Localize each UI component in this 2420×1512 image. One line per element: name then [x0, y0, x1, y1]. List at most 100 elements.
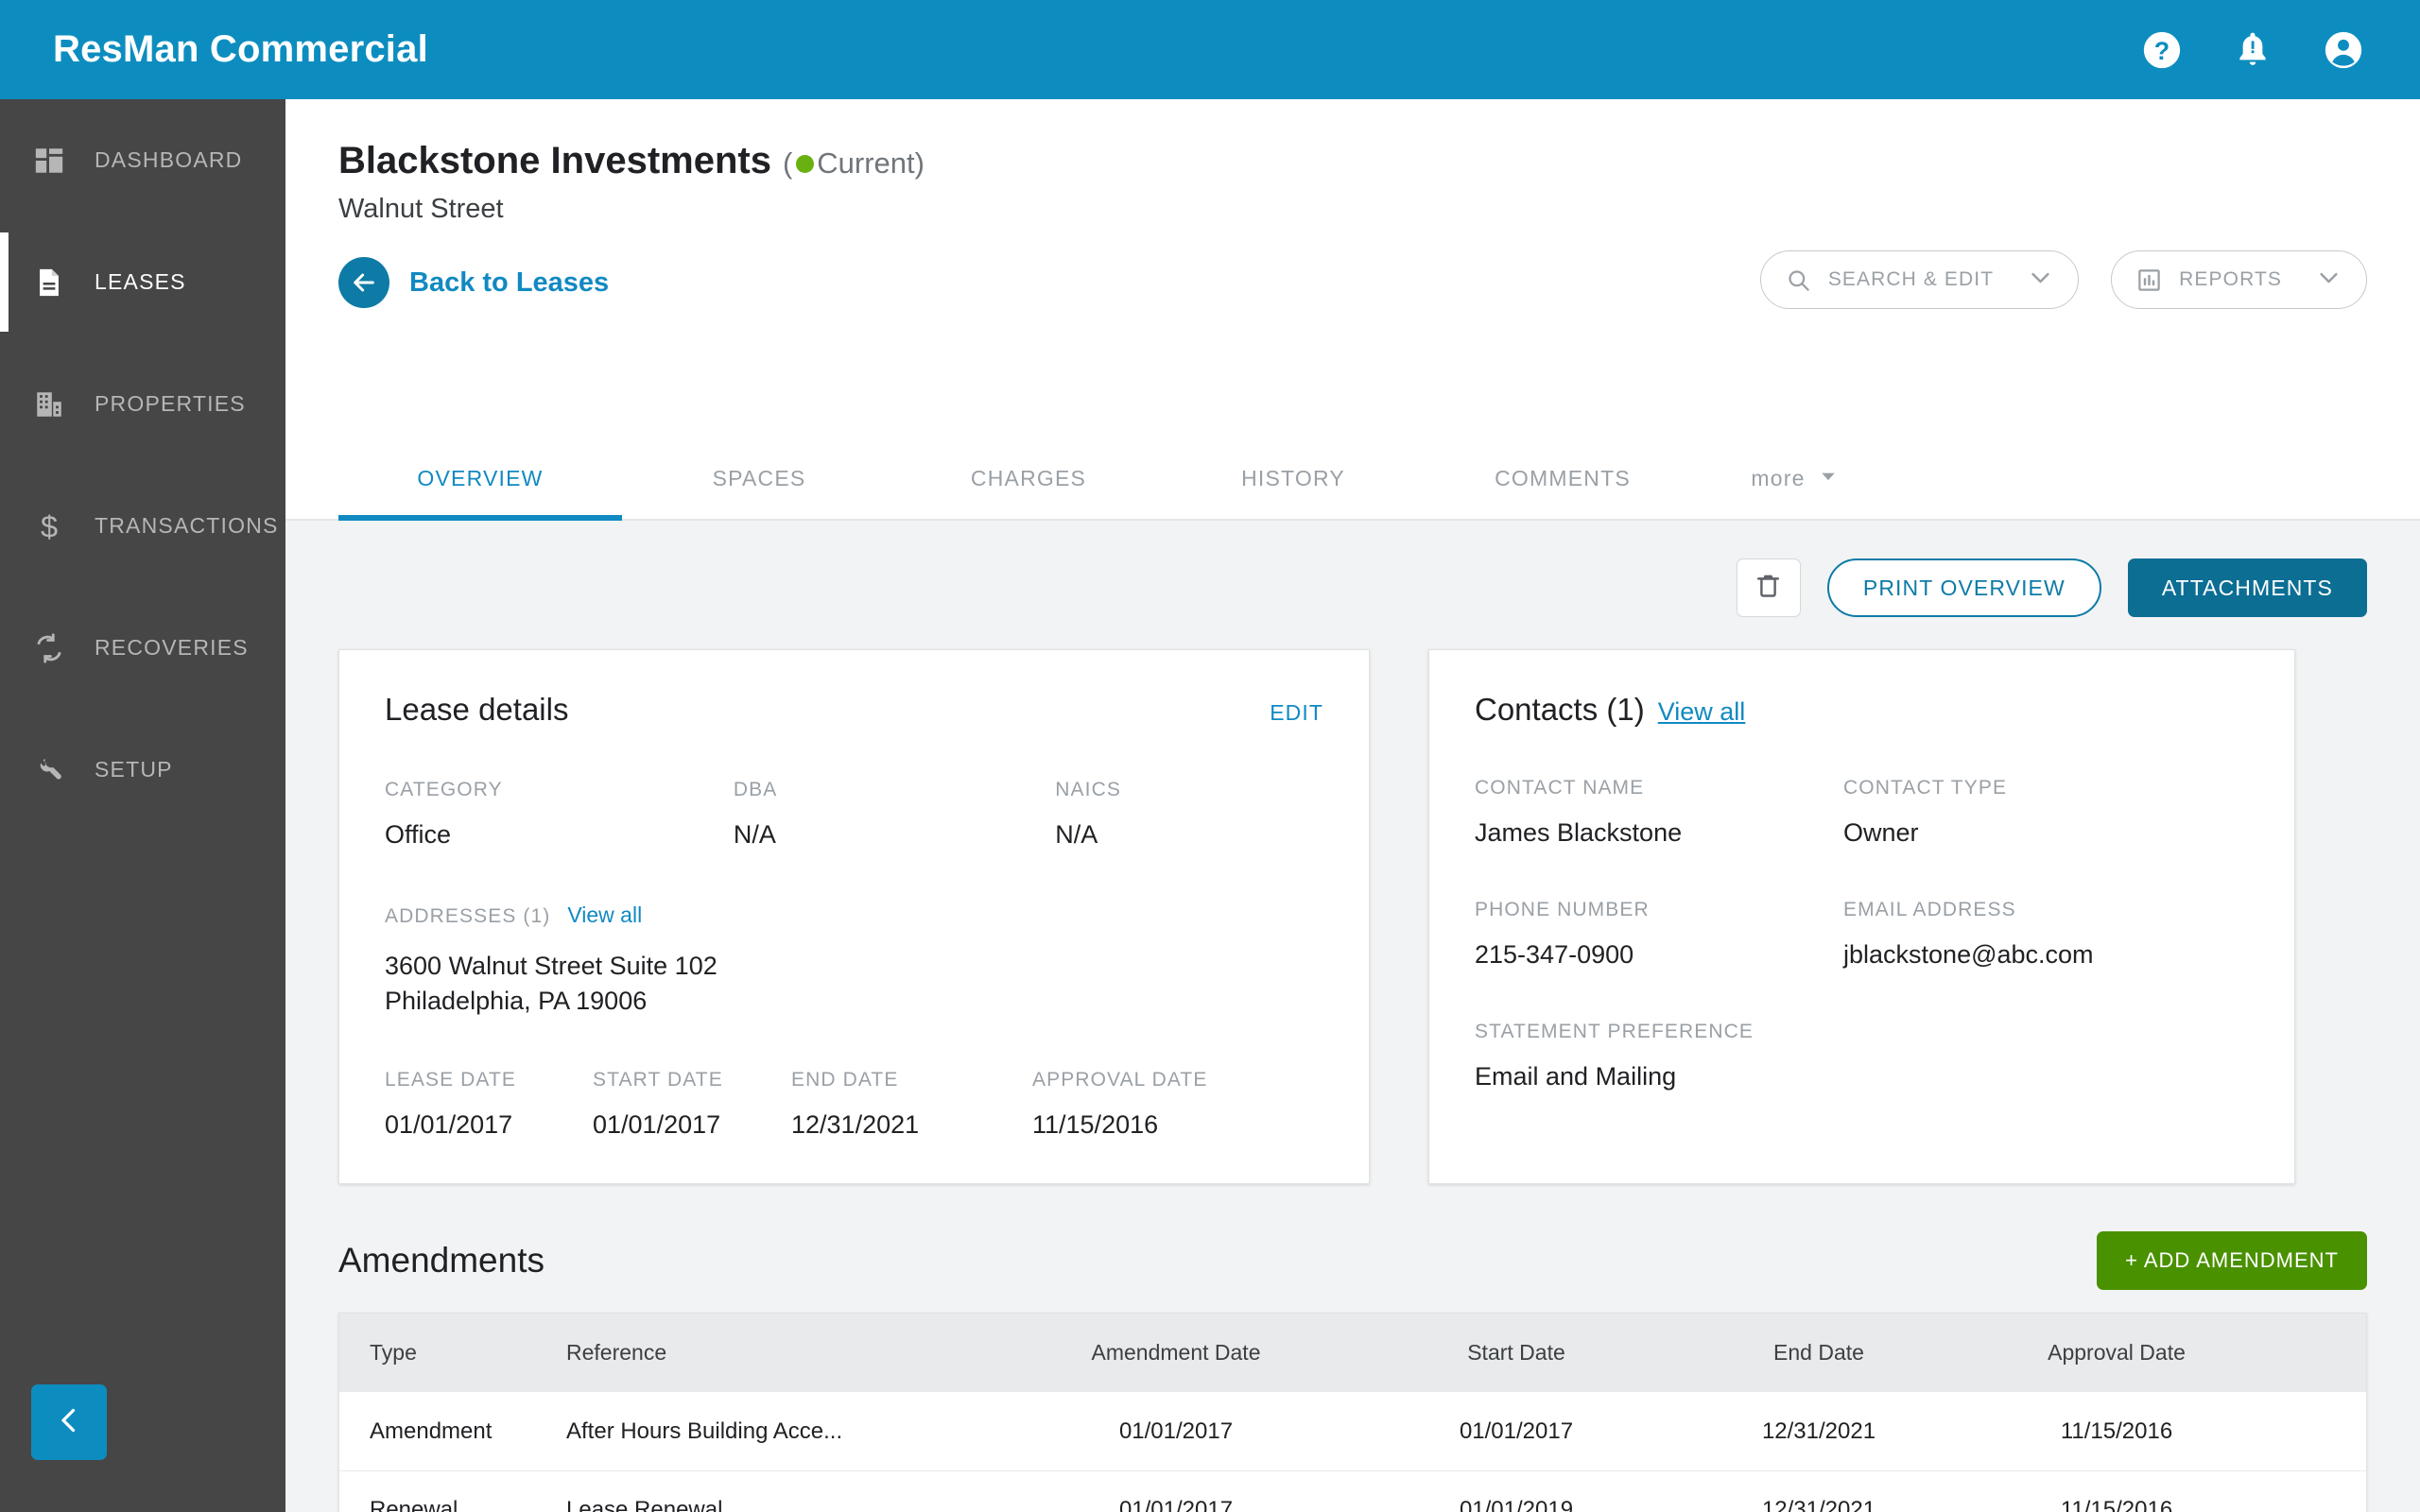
table-row[interactable]: Renewal Lease Renewal 01/01/2017 01/01/2… [339, 1470, 2366, 1512]
tab-label: SPACES [712, 465, 806, 490]
page-subtitle: Walnut Street [338, 194, 504, 224]
notifications-bell-icon[interactable] [2231, 28, 2274, 72]
lease-details-title: Lease details [385, 692, 569, 727]
header-action-group: SEARCH & EDIT REPORTS [1759, 250, 2367, 309]
edit-lease-details-link[interactable]: EDIT [1270, 700, 1323, 725]
sidebar-item-recoveries[interactable]: RECOVERIES [0, 587, 285, 709]
field-approval-date: APPROVAL DATE 11/15/2016 [1032, 1069, 1240, 1140]
cell-end-date: 12/31/2021 [1761, 1418, 1876, 1444]
sidebar-item-properties[interactable]: PROPERTIES [0, 343, 285, 465]
search-and-edit-label: SEARCH & EDIT [1827, 268, 1995, 290]
amendments-section-header: Amendments + ADD AMENDMENT [338, 1231, 2367, 1291]
document-icon [31, 265, 67, 301]
field-value: 12/31/2021 [791, 1110, 920, 1140]
reports-label: REPORTS [2179, 268, 2282, 290]
add-amendment-button[interactable]: + ADD AMENDMENT [2097, 1231, 2367, 1291]
tab-comments[interactable]: COMMENTS [1426, 438, 1700, 519]
search-icon [1786, 267, 1811, 293]
overview-toolbar: PRINT OVERVIEW ATTACHMENTS [338, 521, 2367, 617]
cell-amendment-date: 01/01/2017 [1118, 1497, 1234, 1512]
search-and-edit-dropdown[interactable]: SEARCH & EDIT [1759, 250, 2080, 309]
cell-type: Renewal [370, 1497, 458, 1512]
addresses-label: ADDRESSES (1) [385, 905, 551, 927]
field-label: STATEMENT PREFERENCE [1475, 1021, 1754, 1042]
column-header-end-date: End Date [1773, 1340, 1864, 1366]
field-dba: DBA N/A [734, 779, 1055, 850]
user-account-icon[interactable] [2322, 28, 2365, 72]
refresh-cycle-icon [31, 630, 67, 666]
lease-fields-row-2: LEASE DATE 01/01/2017 START DATE 01/01/2… [385, 1069, 1323, 1140]
tab-spaces[interactable]: SPACES [622, 438, 896, 519]
tab-history[interactable]: HISTORY [1161, 438, 1426, 519]
cell-end-date: 12/31/2021 [1761, 1497, 1876, 1512]
column-header-type: Type [370, 1340, 417, 1366]
chevron-down-icon [2316, 265, 2342, 296]
app-brand-title: ResMan Commercial [53, 28, 428, 70]
sidebar-item-setup[interactable]: SETUP [0, 709, 285, 831]
field-value: 215-347-0900 [1475, 940, 1634, 969]
field-label: NAICS [1055, 779, 1121, 800]
field-start-date: START DATE 01/01/2017 [593, 1069, 791, 1140]
delete-button[interactable] [1736, 558, 1801, 617]
reports-dropdown[interactable]: REPORTS [2111, 250, 2367, 309]
tab-bar: OVERVIEW SPACES CHARGES HISTORY COMMENTS… [285, 439, 2420, 521]
cell-amendment-date: 01/01/2017 [1118, 1418, 1234, 1444]
field-naics: NAICS N/A [1055, 779, 1323, 850]
contact-fields-row-3: STATEMENT PREFERENCE Email and Mailing [1475, 1021, 2249, 1091]
dashboard-grid-icon [31, 143, 67, 179]
building-icon [31, 387, 67, 422]
cell-approval-date: 11/15/2016 [2060, 1418, 2173, 1444]
tab-label: CHARGES [970, 465, 1087, 490]
cell-start-date: 01/01/2017 [1459, 1418, 1574, 1444]
lease-name: Blackstone Investments [338, 140, 771, 181]
field-label: DBA [733, 779, 778, 800]
tab-more[interactable]: more [1700, 438, 1889, 519]
field-email-address: EMAIL ADDRESS jblackstone@abc.com [1843, 899, 2184, 970]
print-overview-button[interactable]: PRINT OVERVIEW [1826, 558, 2101, 617]
lease-details-card: Lease details EDIT CATEGORY Office DBA N… [338, 649, 1370, 1185]
field-statement-preference: STATEMENT PREFERENCE Email and Mailing [1475, 1021, 2042, 1091]
column-header-start-date: Start Date [1467, 1340, 1565, 1366]
sidebar-item-leases[interactable]: LEASES [0, 221, 285, 343]
page-header: Blackstone Investments (Current) Walnut … [285, 99, 2420, 439]
tab-charges[interactable]: CHARGES [896, 438, 1161, 519]
sidebar-item-transactions[interactable]: $ TRANSACTIONS [0, 465, 285, 587]
back-to-leases-link[interactable]: Back to Leases [338, 257, 609, 308]
sidebar-item-label: SETUP [95, 757, 173, 782]
address-lines: 3600 Walnut Street Suite 102 Philadelphi… [385, 949, 1323, 1018]
lease-fields-row-1: CATEGORY Office DBA N/A NAICS N/A [385, 779, 1323, 850]
sidebar-item-dashboard[interactable]: DASHBOARD [0, 99, 285, 221]
field-label: LEASE DATE [385, 1069, 516, 1091]
sidebar-item-label: DASHBOARD [95, 147, 243, 172]
field-value: 01/01/2017 [385, 1110, 513, 1140]
chevron-down-icon [2028, 265, 2053, 296]
amendments-title: Amendments [338, 1241, 544, 1280]
topbar-icon-group: ? [2140, 28, 2365, 72]
contacts-view-all-link[interactable]: View all [1657, 697, 1746, 726]
dollar-icon: $ [31, 508, 67, 544]
field-label: END DATE [791, 1069, 899, 1091]
table-row[interactable]: Amendment After Hours Building Acce... 0… [339, 1392, 2366, 1470]
cell-reference: After Hours Building Acce... [566, 1418, 843, 1444]
addresses-view-all-link[interactable]: View all [567, 902, 643, 927]
cell-type: Amendment [370, 1418, 493, 1444]
sidebar-collapse-button[interactable] [31, 1384, 107, 1460]
contact-fields-row-2: PHONE NUMBER 215-347-0900 EMAIL ADDRESS … [1475, 899, 2249, 970]
help-icon[interactable]: ? [2140, 28, 2184, 72]
field-value: Email and Mailing [1475, 1062, 1677, 1091]
attachments-button[interactable]: ATTACHMENTS [2127, 558, 2367, 617]
column-header-amendment-date: Amendment Date [1091, 1340, 1261, 1366]
field-value: Owner [1843, 818, 1919, 847]
cell-start-date: 01/01/2019 [1459, 1497, 1574, 1512]
tab-overview[interactable]: OVERVIEW [338, 438, 622, 521]
status-badge: (Current) [782, 146, 925, 180]
table-body: Amendment After Hours Building Acce... 0… [339, 1392, 2366, 1512]
field-value: jblackstone@abc.com [1843, 940, 2094, 969]
field-value: 11/15/2016 [1032, 1110, 1159, 1140]
sidebar-item-label: LEASES [95, 269, 186, 294]
overview-content: PRINT OVERVIEW ATTACHMENTS Lease details… [285, 521, 2420, 1512]
field-phone-number: PHONE NUMBER 215-347-0900 [1475, 899, 1843, 970]
field-label: CONTACT NAME [1475, 777, 1645, 799]
address-line: Philadelphia, PA 19006 [385, 986, 648, 1015]
field-label: CATEGORY [385, 779, 503, 800]
